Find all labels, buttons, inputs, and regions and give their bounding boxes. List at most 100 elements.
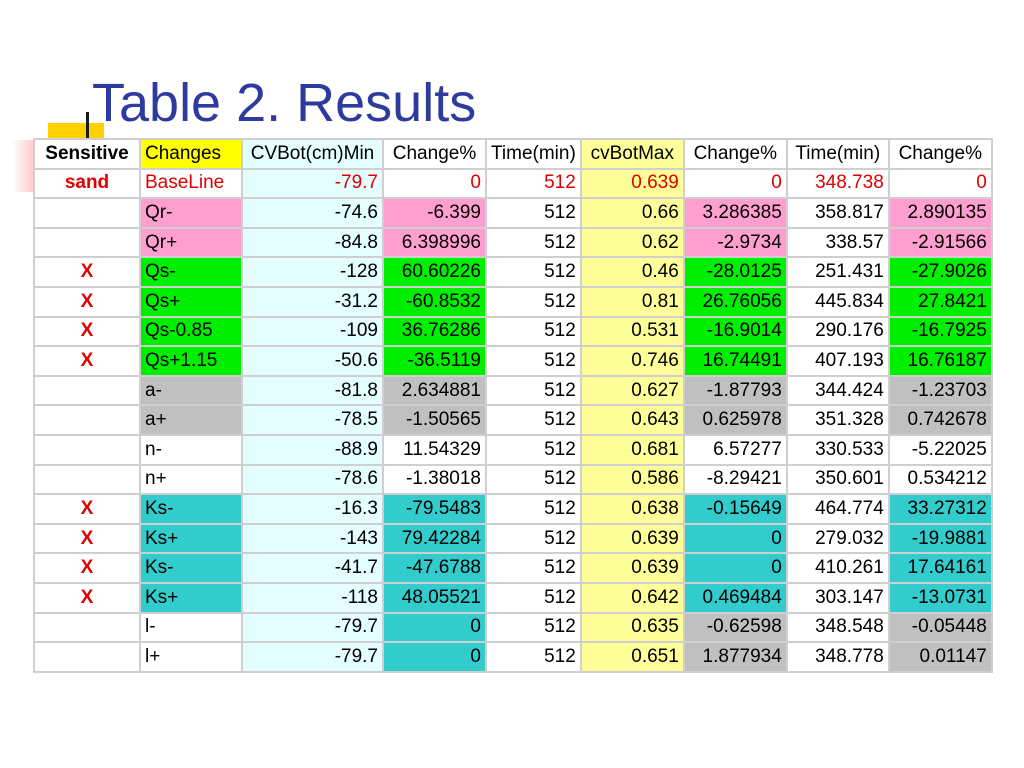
table-row: Qr+ -84.8 6.398996 512 0.62 -2.9734 338.57 -2.9… [33, 226, 993, 259]
cell-change-pct-2: -2.9734 [682, 226, 788, 259]
cell-cvbotmax: 0.586 [579, 463, 685, 496]
cell-change: Qs-0.85 [139, 315, 243, 348]
cell-sensitive [33, 463, 141, 496]
table-row: X Qs- -128 60.60226 512 0.46 -28.0125 251.431 -2… [33, 256, 993, 288]
cell-cvbot-min: -41.7 [241, 552, 384, 584]
header-changes: Changes [139, 138, 243, 170]
cell-change-pct-2: 3.286385 [682, 197, 788, 229]
cell-change: a- [139, 374, 243, 407]
cell-time-1: 512 [485, 256, 582, 288]
cell-time-2: 350.601 [785, 463, 890, 496]
cell-change-pct-1: -1.50565 [382, 404, 487, 436]
cell-cvbot-min: -79.7 [241, 611, 384, 644]
header-sensitive: Sensitive [33, 138, 141, 170]
cell-change-pct-2: -28.0125 [682, 256, 788, 288]
cell-time-1: 512 [485, 167, 582, 200]
cell-change-pct-3: 0.534212 [887, 463, 993, 496]
cell-time-2: 330.533 [785, 433, 890, 466]
cell-change-pct-3: 2.890135 [887, 197, 993, 229]
cell-change-pct-3: 27.8421 [887, 285, 993, 318]
cell-time-2: 338.57 [785, 226, 890, 259]
cell-change-pct-3: -2.91566 [887, 226, 993, 259]
cell-change-pct-2: 16.74491 [682, 345, 788, 377]
cell-change-pct-2: 1.877934 [682, 641, 788, 673]
table-row: n- -88.9 11.54329 512 0.681 6.57277 330.533 -5.… [33, 433, 993, 466]
cell-change-pct-2: 0 [682, 552, 788, 584]
cell-sensitive: X [33, 256, 141, 288]
cell-cvbotmax: 0.681 [579, 433, 685, 466]
cell-time-1: 512 [485, 493, 582, 525]
results-table-body: Sensitive Changes CVBot(cm)Min Change% T… [33, 138, 993, 673]
page-title: Table 2. Results [92, 73, 477, 133]
cell-change-pct-3: -27.9026 [887, 256, 993, 288]
cell-change-pct-3: 33.27312 [887, 493, 993, 525]
cell-change-pct-1: 11.54329 [382, 433, 487, 466]
table-row: sand BaseLine -79.7 0 512 0.639 0 348.738 0 [33, 167, 993, 200]
cell-change: Qs+ [139, 285, 243, 318]
cell-change-pct-2: -8.29421 [682, 463, 788, 496]
cell-time-2: 348.778 [785, 641, 890, 673]
cell-change-pct-3: -13.0731 [887, 581, 993, 614]
cell-time-1: 512 [485, 315, 582, 348]
header-time-1: Time(min) [485, 138, 582, 170]
table-row: X Qs+ -31.2 -60.8532 512 0.81 26.76056 445.834 2… [33, 285, 993, 318]
header-cvbotmax: cvBotMax [579, 138, 685, 170]
cell-cvbotmax: 0.643 [579, 404, 685, 436]
cell-time-2: 290.176 [785, 315, 890, 348]
cell-change-pct-2: 6.57277 [682, 433, 788, 466]
cell-cvbotmax: 0.531 [579, 315, 685, 348]
cell-time-1: 512 [485, 197, 582, 229]
cell-time-1: 512 [485, 374, 582, 407]
cell-change: BaseLine [139, 167, 243, 200]
cell-cvbot-min: -78.6 [241, 463, 384, 496]
cell-change: Qr+ [139, 226, 243, 259]
table-row: X Ks- -16.3 -79.5483 512 0.638 -0.15649 464.774… [33, 493, 993, 525]
cell-sensitive [33, 226, 141, 259]
cell-change-pct-3: -16.7925 [887, 315, 993, 348]
cell-cvbot-min: -84.8 [241, 226, 384, 259]
cell-change-pct-1: 6.398996 [382, 226, 487, 259]
cell-change: n- [139, 433, 243, 466]
cell-time-1: 512 [485, 463, 582, 496]
cell-sensitive: X [33, 493, 141, 525]
cell-change: Qr- [139, 197, 243, 229]
table-row: n+ -78.6 -1.38018 512 0.586 -8.29421 350.601 0.… [33, 463, 993, 496]
cell-change-pct-1: 0 [382, 611, 487, 644]
cell-change-pct-3: -19.9881 [887, 522, 993, 555]
cell-time-2: 251.431 [785, 256, 890, 288]
cell-time-2: 410.261 [785, 552, 890, 584]
cell-change-pct-1: 48.05521 [382, 581, 487, 614]
cell-time-2: 344.424 [785, 374, 890, 407]
cell-change: Qs- [139, 256, 243, 288]
cell-sensitive: X [33, 345, 141, 377]
cell-change: Ks- [139, 493, 243, 525]
cell-cvbotmax: 0.62 [579, 226, 685, 259]
cell-change: n+ [139, 463, 243, 496]
cell-sensitive [33, 197, 141, 229]
cell-sensitive [33, 404, 141, 436]
cell-time-2: 348.548 [785, 611, 890, 644]
cell-cvbotmax: 0.638 [579, 493, 685, 525]
cell-change-pct-1: -79.5483 [382, 493, 487, 525]
cell-cvbot-min: -78.5 [241, 404, 384, 436]
header-change-pct-3: Change% [887, 138, 993, 170]
cell-change-pct-3: -1.23703 [887, 374, 993, 407]
table-row: X Ks+ -118 48.05521 512 0.642 0.469484 303.147-… [33, 581, 993, 614]
cell-change-pct-3: -0.05448 [887, 611, 993, 644]
cell-change-pct-2: -0.15649 [682, 493, 788, 525]
cell-cvbotmax: 0.81 [579, 285, 685, 318]
cell-change-pct-2: 26.76056 [682, 285, 788, 318]
cell-cvbot-min: -128 [241, 256, 384, 288]
cell-cvbot-min: -50.6 [241, 345, 384, 377]
cell-change-pct-2: 0 [682, 522, 788, 555]
table-row: X Qs+1.15 -50.6 -36.5119 512 0.746 16.74491 407… [33, 345, 993, 377]
table-row: X Qs-0.85 -109 36.76286 512 0.531 -16.9014 290.… [33, 315, 993, 348]
header-time-2: Time(min) [785, 138, 890, 170]
cell-time-1: 512 [485, 552, 582, 584]
cell-change: l+ [139, 641, 243, 673]
table-row: X Ks+ -143 79.42284 512 0.639 0 279.032 -19.9881 [33, 522, 993, 555]
cell-change: l- [139, 611, 243, 644]
cell-time-1: 512 [485, 581, 582, 614]
cell-change-pct-1: 36.76286 [382, 315, 487, 348]
cell-time-1: 512 [485, 404, 582, 436]
